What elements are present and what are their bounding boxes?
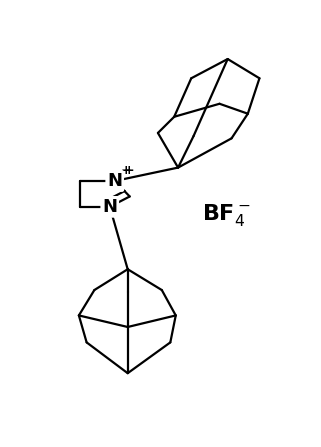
- Text: +: +: [121, 164, 131, 177]
- Text: N: N: [107, 172, 122, 190]
- Text: BF$_4^-$: BF$_4^-$: [202, 202, 251, 228]
- Text: N: N: [107, 172, 122, 190]
- Text: N: N: [102, 198, 117, 216]
- Text: N: N: [102, 198, 117, 216]
- Text: +: +: [123, 164, 134, 177]
